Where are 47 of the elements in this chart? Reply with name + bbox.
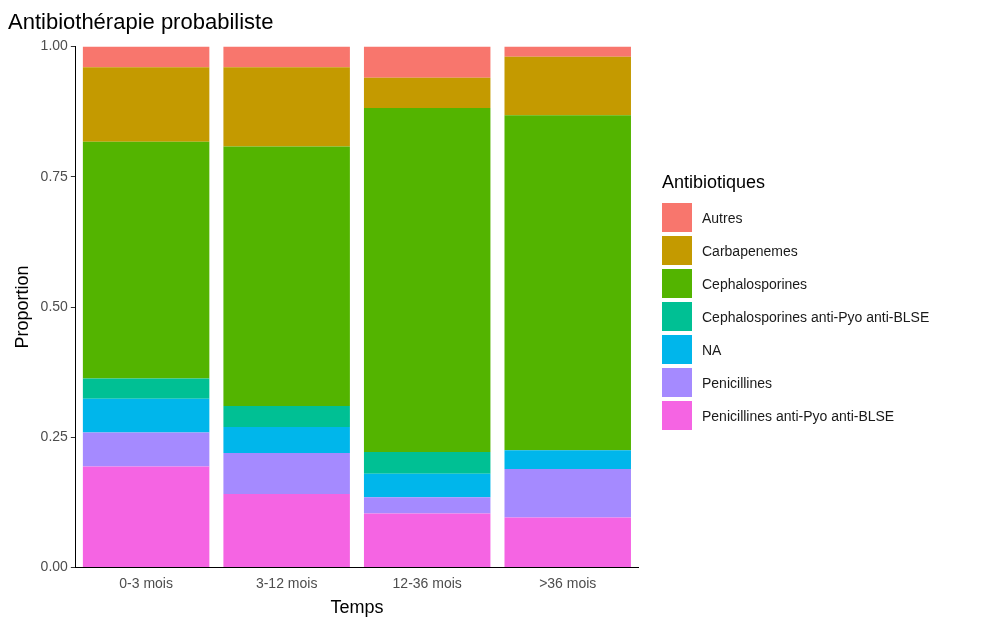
- legend-label: Penicillines anti-Pyo anti-BLSE: [702, 407, 895, 424]
- bar: [363, 497, 491, 514]
- y-tick-label: 0.50: [40, 297, 69, 314]
- bar: [504, 450, 631, 470]
- chart-title: Antibiothérapie probabiliste: [8, 9, 274, 35]
- bar: [363, 451, 491, 474]
- bar: [223, 146, 350, 407]
- bar: [363, 107, 491, 452]
- y-tick-label: 0.75: [40, 167, 69, 184]
- bar: [82, 466, 210, 568]
- bar: [223, 67, 350, 147]
- x-tick-label: 0-3 mois: [119, 574, 173, 591]
- bar: [363, 77, 491, 108]
- bar: [504, 56, 631, 116]
- legend-label: Cephalosporines anti-Pyo anti-BLSE: [702, 308, 930, 325]
- bar: [363, 46, 491, 78]
- bar: [82, 398, 210, 433]
- bar: [504, 46, 631, 57]
- y-tick-label: 0.25: [40, 428, 69, 445]
- bar: [223, 452, 350, 495]
- bar: [82, 46, 210, 68]
- bar: [504, 115, 631, 451]
- legend-label: Autres: [702, 209, 743, 226]
- y-tick-label: 1.00: [40, 37, 69, 54]
- legend-label: NA: [702, 341, 722, 358]
- bar: [223, 426, 350, 453]
- x-tick-label: 3-12 mois: [255, 574, 318, 591]
- bar: [223, 494, 350, 568]
- bar: [504, 517, 631, 568]
- bar: [82, 67, 210, 142]
- bar: [223, 406, 350, 427]
- x-tick-label: 12-36 mois: [392, 574, 462, 591]
- x-tick-label: >36 mois: [539, 574, 597, 591]
- bar: [223, 46, 350, 68]
- y-axis-title: Proportion: [11, 265, 32, 349]
- x-axis-title: Temps: [330, 597, 384, 618]
- y-tick-label: 0.00: [40, 558, 69, 575]
- bar: [82, 432, 210, 467]
- legend-label: Carbapenemes: [702, 242, 798, 259]
- legend-label: Cephalosporines: [702, 275, 808, 292]
- legend-title: Antibiotiques: [662, 172, 767, 193]
- bar: [363, 513, 491, 568]
- bar: [504, 469, 631, 518]
- bar: [82, 141, 210, 379]
- bar: [82, 378, 210, 399]
- legend-label: Penicillines: [702, 374, 773, 391]
- bar: [363, 473, 491, 498]
